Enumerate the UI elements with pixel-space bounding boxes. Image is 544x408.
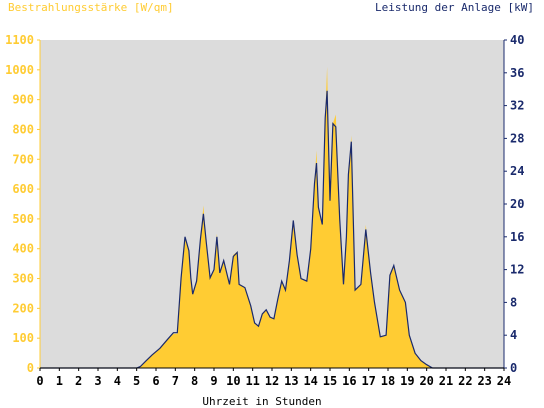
x-tick-label: 6 xyxy=(152,374,159,388)
x-tick-label: 8 xyxy=(191,374,198,388)
x-tick-label: 11 xyxy=(245,374,259,388)
left-tick-label: 900 xyxy=(12,93,34,107)
left-tick-label: 200 xyxy=(12,301,34,315)
left-tick-label: 1000 xyxy=(5,63,34,77)
right-tick-label: 8 xyxy=(510,295,517,309)
left-tick-label: 800 xyxy=(12,122,34,136)
x-tick-label: 1 xyxy=(56,374,63,388)
x-tick-label: 19 xyxy=(400,374,414,388)
x-tick-label: 17 xyxy=(361,374,375,388)
left-tick-label: 0 xyxy=(27,361,34,375)
x-tick-label: 10 xyxy=(226,374,240,388)
x-tick-label: 15 xyxy=(323,374,337,388)
right-tick-label: 4 xyxy=(510,328,517,342)
x-tick-label: 0 xyxy=(36,374,43,388)
x-tick-label: 20 xyxy=(419,374,433,388)
axis-ticks: 0100200300400500600700800900100011000481… xyxy=(5,33,524,388)
plot-area xyxy=(40,40,504,368)
left-tick-label: 300 xyxy=(12,272,34,286)
x-tick-label: 3 xyxy=(94,374,101,388)
right-tick-label: 20 xyxy=(510,197,524,211)
left-tick-label: 400 xyxy=(12,242,34,256)
right-tick-label: 40 xyxy=(510,33,524,47)
left-axis-title: Bestrahlungsstärke [W/qm] xyxy=(8,1,174,14)
x-tick-label: 5 xyxy=(133,374,140,388)
x-axis-title: Uhrzeit in Stunden xyxy=(202,395,321,408)
power-line xyxy=(40,90,504,369)
x-tick-label: 13 xyxy=(284,374,298,388)
right-tick-label: 28 xyxy=(510,131,524,145)
x-tick-label: 12 xyxy=(265,374,279,388)
x-tick-label: 4 xyxy=(114,374,121,388)
right-axis-title: Leistung der Anlage [kW] xyxy=(375,1,534,14)
right-tick-label: 36 xyxy=(510,66,524,80)
right-tick-label: 12 xyxy=(510,263,524,277)
left-tick-label: 700 xyxy=(12,152,34,166)
right-tick-label: 0 xyxy=(510,361,517,375)
left-tick-label: 100 xyxy=(12,331,34,345)
left-tick-label: 1100 xyxy=(5,33,34,47)
right-tick-label: 16 xyxy=(510,230,524,244)
x-tick-label: 22 xyxy=(458,374,472,388)
left-tick-label: 600 xyxy=(12,182,34,196)
x-tick-label: 16 xyxy=(342,374,356,388)
x-tick-label: 9 xyxy=(210,374,217,388)
x-tick-label: 18 xyxy=(381,374,395,388)
right-tick-label: 24 xyxy=(510,164,524,178)
x-tick-label: 21 xyxy=(439,374,453,388)
x-tick-label: 14 xyxy=(303,374,317,388)
x-tick-label: 23 xyxy=(477,374,491,388)
x-tick-label: 2 xyxy=(75,374,82,388)
x-tick-label: 24 xyxy=(497,374,511,388)
x-tick-label: 7 xyxy=(172,374,179,388)
left-tick-label: 500 xyxy=(12,212,34,226)
right-tick-label: 32 xyxy=(510,99,524,113)
